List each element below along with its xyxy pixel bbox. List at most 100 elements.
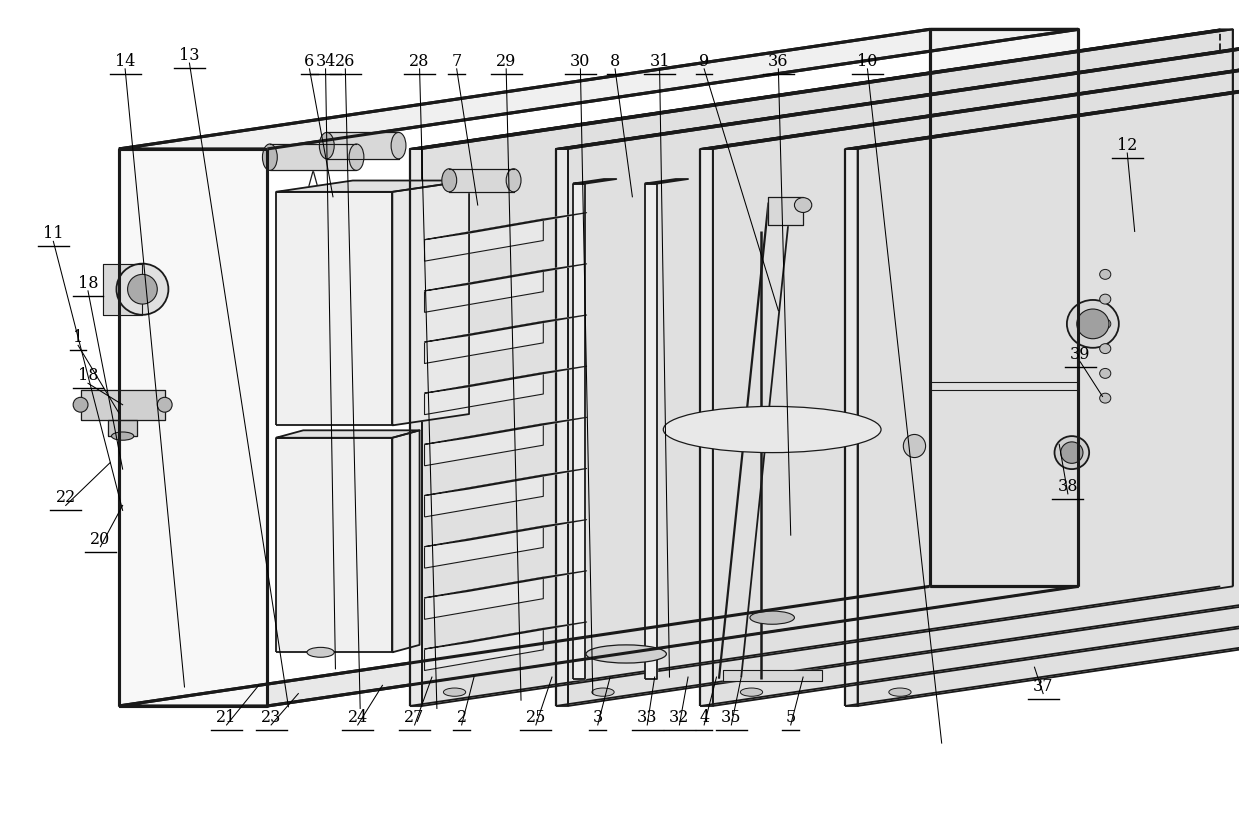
Ellipse shape [740,688,763,696]
Polygon shape [424,577,543,619]
Ellipse shape [1100,319,1111,329]
Text: 12: 12 [1117,137,1137,154]
Ellipse shape [1076,309,1109,339]
Polygon shape [769,198,804,226]
Polygon shape [424,527,543,568]
Ellipse shape [128,275,157,304]
Text: 32: 32 [670,708,689,725]
Ellipse shape [591,688,614,696]
Text: 31: 31 [650,53,670,69]
Polygon shape [108,420,138,437]
Ellipse shape [157,398,172,413]
Polygon shape [701,31,1240,150]
Polygon shape [409,150,422,706]
Ellipse shape [320,133,335,160]
Polygon shape [424,373,543,415]
Text: 27: 27 [404,708,425,725]
Ellipse shape [308,648,335,657]
Polygon shape [424,213,587,241]
Polygon shape [277,431,419,438]
Ellipse shape [1100,369,1111,379]
Text: 30: 30 [570,53,590,69]
Ellipse shape [263,145,278,171]
Polygon shape [556,150,568,706]
Text: 39: 39 [1070,346,1090,362]
Text: 1: 1 [73,329,83,346]
Text: 35: 35 [722,708,742,725]
Text: 36: 36 [768,53,789,69]
Text: 22: 22 [56,489,76,506]
Text: 21: 21 [216,708,237,725]
Text: 24: 24 [347,708,368,725]
Polygon shape [424,265,587,291]
Polygon shape [424,366,587,394]
Polygon shape [573,184,585,679]
Polygon shape [392,431,419,653]
Polygon shape [424,322,543,364]
Text: 9: 9 [699,53,709,69]
Ellipse shape [795,198,812,213]
Ellipse shape [889,688,911,696]
Polygon shape [424,271,543,313]
Polygon shape [858,31,1240,706]
Polygon shape [701,150,713,706]
Ellipse shape [663,407,882,453]
Text: 33: 33 [637,708,657,725]
Polygon shape [713,31,1240,706]
Polygon shape [103,265,143,315]
Polygon shape [930,382,1078,390]
Ellipse shape [348,145,363,171]
Polygon shape [449,170,513,193]
Polygon shape [409,31,1233,150]
Polygon shape [424,418,587,445]
Polygon shape [645,184,657,679]
Polygon shape [81,390,165,420]
Polygon shape [424,571,587,598]
Polygon shape [119,150,268,706]
Text: 13: 13 [180,47,200,64]
Ellipse shape [750,611,795,624]
Polygon shape [424,469,587,496]
Polygon shape [846,31,1240,150]
Polygon shape [270,145,356,171]
Ellipse shape [1100,344,1111,354]
Polygon shape [327,133,398,160]
Polygon shape [392,181,469,426]
Polygon shape [424,629,543,671]
Text: 37: 37 [1033,676,1053,694]
Text: 25: 25 [526,708,546,725]
Polygon shape [930,31,1078,586]
Ellipse shape [444,688,466,696]
Text: 29: 29 [496,53,516,69]
Polygon shape [424,424,543,466]
Polygon shape [422,31,1233,706]
Ellipse shape [1100,394,1111,404]
Ellipse shape [1060,442,1083,464]
Ellipse shape [1100,294,1111,304]
Text: 26: 26 [335,53,356,69]
Polygon shape [556,31,1240,150]
Polygon shape [119,586,1078,706]
Text: 8: 8 [610,53,620,69]
Polygon shape [277,181,469,193]
Ellipse shape [1066,300,1118,348]
Text: 2: 2 [456,708,466,725]
Ellipse shape [73,398,88,413]
Polygon shape [424,316,587,342]
Text: 11: 11 [43,225,63,242]
Text: 23: 23 [260,708,281,725]
Text: 20: 20 [91,530,110,547]
Text: 5: 5 [786,708,796,725]
Text: 7: 7 [451,53,461,69]
Text: 18: 18 [78,367,98,384]
Text: 4: 4 [699,708,709,725]
Ellipse shape [506,170,521,193]
Ellipse shape [903,435,925,458]
Text: 18: 18 [78,275,98,291]
Polygon shape [424,476,543,518]
Text: 28: 28 [409,53,430,69]
Polygon shape [723,671,822,681]
Polygon shape [277,193,392,426]
Polygon shape [424,622,587,649]
Polygon shape [277,438,392,653]
